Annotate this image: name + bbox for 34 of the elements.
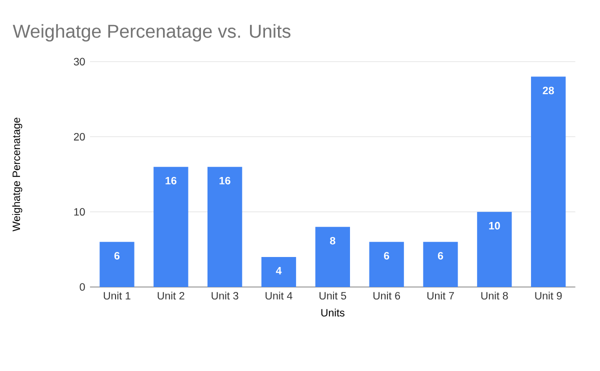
x-tick-label: Unit 5 (320, 292, 346, 300)
y-axis-title: Weighatge Percenatage (12, 118, 22, 232)
x-tick-label: Unit 1 (104, 292, 130, 300)
x-tick-label: Unit 4 (266, 292, 292, 300)
bar (369, 242, 404, 287)
x-tick-label: Unit 3 (212, 292, 238, 300)
bar (154, 166, 188, 287)
bar (423, 242, 458, 287)
data-label: 10 (489, 222, 500, 230)
data-label: 6 (438, 252, 444, 260)
bar (477, 212, 512, 287)
bar (100, 242, 134, 287)
x-tick-label: Unit 7 (427, 292, 454, 300)
bar (261, 256, 296, 287)
x-tick-label: Unit 2 (158, 292, 184, 300)
x-tick-label: Unit 9 (535, 292, 562, 300)
y-tick-label: 30 (74, 58, 85, 66)
y-tick-label: 20 (74, 133, 85, 141)
data-label: 6 (384, 252, 390, 260)
bar (531, 76, 566, 287)
data-label: 28 (542, 86, 554, 94)
chart-title: Weighatge Percenatage vs. Units (12, 24, 290, 42)
data-label: 6 (114, 252, 120, 260)
y-tick-label: 0 (80, 283, 85, 291)
data-label: 4 (276, 266, 282, 274)
data-label: 8 (330, 236, 336, 244)
bar (207, 166, 242, 287)
data-label: 16 (166, 176, 176, 184)
x-tick-label: Unit 6 (373, 292, 400, 300)
y-tick-label: 10 (74, 208, 85, 216)
data-label: 16 (220, 176, 230, 184)
bar (315, 226, 350, 287)
x-axis-title: Units (321, 308, 344, 317)
x-tick-label: Unit 8 (481, 292, 508, 300)
